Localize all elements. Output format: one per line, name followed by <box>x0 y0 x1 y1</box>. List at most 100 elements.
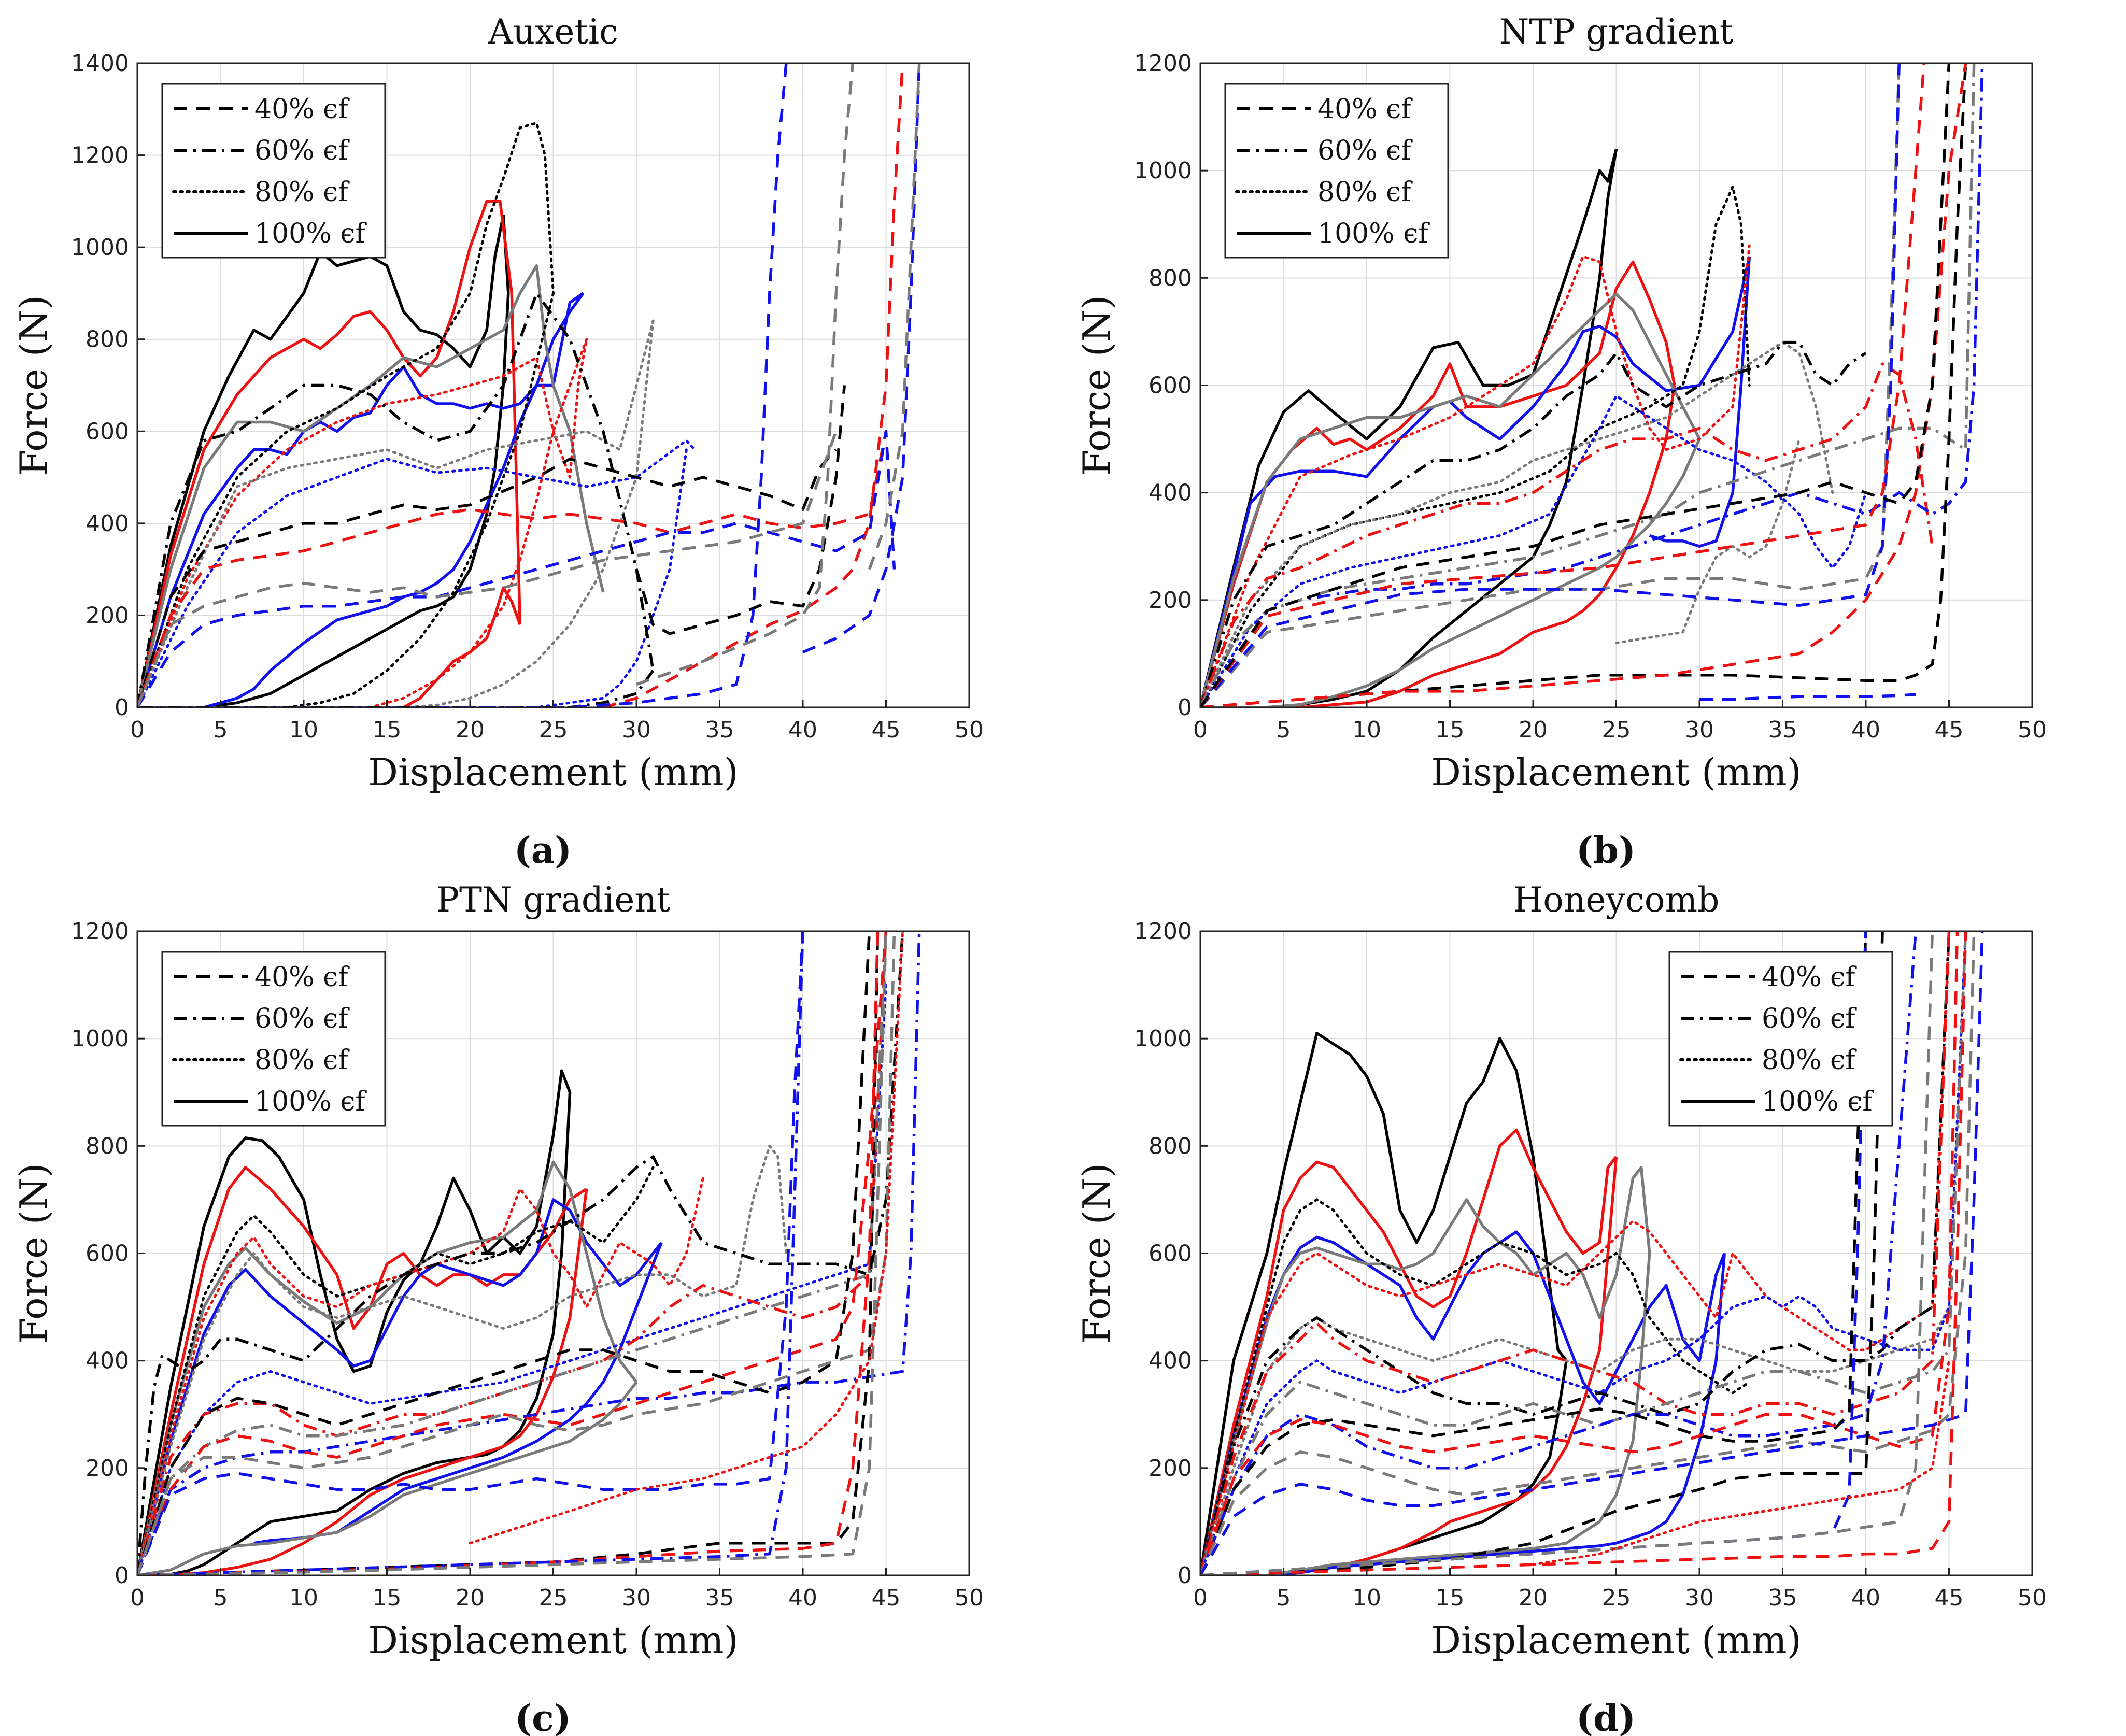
series-line-gray-80-loading <box>137 319 655 707</box>
series-line-gray-80-loading <box>1200 341 1834 707</box>
y-tick-label: 200 <box>86 1455 129 1482</box>
legend-label: 100% ϵf <box>254 218 367 249</box>
series-line-blue-80-loading <box>137 439 696 707</box>
series-line-red-100-loading <box>1200 260 1676 707</box>
series-line-blue-60-loading <box>1200 63 1984 707</box>
x-tick-label: 35 <box>705 717 734 743</box>
legend-box <box>1224 83 1449 259</box>
legend-label: 80% ϵf <box>254 1045 350 1076</box>
series-line-red-80-unloading <box>137 338 588 707</box>
legend-label: 40% ϵf <box>1762 962 1857 993</box>
x-tick-label: 20 <box>1519 717 1548 743</box>
chart-title: PTN gradient <box>436 880 671 920</box>
series-line-black-40-post <box>635 385 846 635</box>
legend-box <box>161 83 386 259</box>
x-tick-label: 20 <box>456 717 485 743</box>
y-tick-label: 600 <box>86 1241 129 1267</box>
series-line-gray-80-loading <box>137 1144 788 1575</box>
legend: 40% ϵf 60% ϵf 80% ϵf 100% ϵf <box>1224 83 1449 259</box>
x-tick-label: 25 <box>1602 717 1631 743</box>
x-tick-label: 45 <box>872 1585 901 1611</box>
x-tick-label: 45 <box>872 717 901 743</box>
y-tick-label: 1200 <box>71 143 129 169</box>
x-tick-label: 5 <box>214 1585 228 1611</box>
series-line-gray-100-unloading <box>137 1381 638 1575</box>
x-tick-label: 15 <box>1436 1585 1465 1611</box>
chart-title: NTP gradient <box>1499 12 1734 52</box>
series-line-red-100-loading <box>1200 1128 1618 1575</box>
y-tick-label: 1200 <box>1134 918 1192 945</box>
x-tick-label: 10 <box>289 1585 318 1611</box>
series-line-black-100-loading <box>137 215 505 707</box>
series-line-black-40-loading <box>1200 931 1867 1575</box>
series-line-black-40-low <box>1200 931 1884 1575</box>
y-tick-label: 600 <box>1149 1241 1192 1267</box>
x-tick-label: 35 <box>1768 717 1797 743</box>
x-tick-label: 45 <box>1935 717 1964 743</box>
series-line-black-80-loading <box>137 121 555 707</box>
y-axis-label: Force (N) <box>12 295 55 476</box>
chart-title: Auxetic <box>488 12 618 52</box>
chart-panel-auxetic: 0 5 10 15 20 25 30 35 40 45 50 0 200 400 600 800 1000 120… <box>0 0 1063 868</box>
x-tick-label: 40 <box>1851 717 1880 743</box>
series-line-black-60-loading <box>137 931 904 1575</box>
legend-box <box>1668 951 1893 1127</box>
legend: 40% ϵf 60% ϵf 80% ϵf 100% ϵf <box>1668 951 1893 1127</box>
y-tick-label: 1000 <box>71 234 129 261</box>
series-line-gray-60-loading <box>1200 63 1976 707</box>
x-tick-label: 5 <box>1277 1585 1291 1611</box>
x-tick-label: 15 <box>1436 717 1465 743</box>
x-tick-label: 0 <box>130 1585 145 1611</box>
series-line-red-80-loading <box>1200 931 1950 1575</box>
series-group <box>137 63 921 707</box>
series-line-black-80-loading <box>1200 1198 1751 1575</box>
series-line-blue-100-loading <box>137 292 584 707</box>
x-tick-label: 50 <box>2018 717 2047 743</box>
legend-label: 60% ϵf <box>254 1003 350 1034</box>
x-tick-label: 30 <box>622 1585 651 1611</box>
series-line-blue-40-late <box>802 63 921 654</box>
series-line-black-100-unloading <box>137 1092 572 1575</box>
y-tick-label: 1200 <box>1134 50 1192 77</box>
series-line-red-40-mid <box>1200 63 1926 707</box>
panel-caption: (a) <box>514 829 572 868</box>
series-line-red-100-unloading <box>137 586 521 707</box>
y-tick-label: 600 <box>86 418 129 445</box>
series-line-gray-60-loading <box>1200 931 1967 1575</box>
y-tick-label: 1000 <box>1134 1026 1192 1052</box>
y-tick-label: 200 <box>1149 587 1192 614</box>
legend-label: 100% ϵf <box>254 1086 367 1117</box>
y-tick-label: 0 <box>1178 694 1192 721</box>
x-tick-label: 25 <box>539 717 568 743</box>
y-axis-label: Force (N) <box>1075 295 1118 476</box>
x-tick-label: 40 <box>788 717 817 743</box>
legend-label: 100% ϵf <box>1317 218 1430 249</box>
y-tick-label: 1000 <box>1134 158 1192 184</box>
x-tick-label: 50 <box>955 1585 984 1611</box>
x-tick-label: 30 <box>622 717 651 743</box>
series-line-gray-100-loading <box>137 264 605 707</box>
y-tick-label: 800 <box>86 1133 129 1159</box>
series-line-blue-40-loading <box>137 430 896 707</box>
panel-caption: (d) <box>1576 1697 1636 1736</box>
series-line-gray-40-mid <box>1200 63 1901 707</box>
series-group <box>1200 63 1984 707</box>
legend-label: 100% ϵf <box>1762 1086 1874 1117</box>
x-tick-label: 0 <box>130 717 145 743</box>
legend: 40% ϵf 60% ϵf 80% ϵf 100% ϵf <box>161 83 386 259</box>
series-line-blue-40-low <box>1699 693 1916 701</box>
series-line-red-100-unloading <box>137 1188 588 1575</box>
y-axis-label: Force (N) <box>12 1163 55 1344</box>
legend-label: 40% ϵf <box>1317 94 1413 125</box>
series-line-gray-100-unloading <box>1200 1253 1651 1575</box>
x-tick-label: 30 <box>1685 717 1714 743</box>
series-line-gray-100-loading <box>1200 1166 1651 1575</box>
legend-label: 40% ϵf <box>254 94 350 125</box>
y-tick-label: 0 <box>115 694 129 721</box>
y-tick-label: 400 <box>1149 1348 1192 1374</box>
series-line-blue-80-unloading <box>137 448 688 707</box>
x-tick-label: 50 <box>2018 1585 2047 1611</box>
series-line-red-60-loading <box>1200 931 1951 1575</box>
x-tick-label: 5 <box>214 717 228 743</box>
series-line-gray-40-loading <box>137 931 896 1575</box>
